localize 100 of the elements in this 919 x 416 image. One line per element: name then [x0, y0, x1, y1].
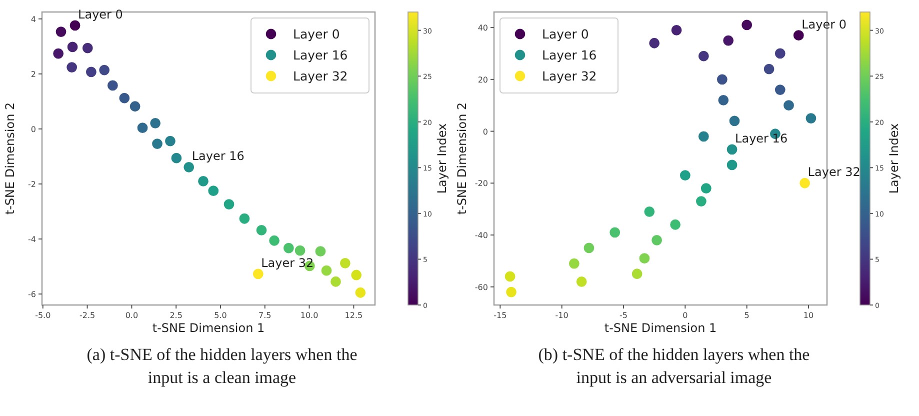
y-tick-label: 0 [30, 124, 36, 134]
point [164, 135, 176, 147]
point [568, 258, 580, 270]
point [695, 195, 707, 208]
point [726, 144, 738, 156]
y-tick-label: 20 [478, 75, 488, 84]
point [792, 30, 804, 42]
x-tick-label: -10 [555, 311, 568, 320]
point [716, 74, 728, 86]
point [679, 170, 691, 182]
point [150, 117, 162, 129]
point [223, 198, 235, 210]
point [576, 276, 588, 288]
y-axis-title: t-SNE Dimension 2 [455, 102, 469, 215]
point [129, 100, 141, 112]
x-tick-label: 5.0 [214, 311, 227, 320]
legend-label: Layer 0 [293, 26, 340, 42]
x-tick-label: 0.0 [125, 311, 138, 320]
point [726, 159, 738, 171]
point [505, 286, 518, 298]
point [354, 286, 366, 298]
x-tick-label: 0 [682, 311, 688, 320]
text: (a) t-SNE of the hidden layers when the input is a clean image [86, 345, 358, 387]
point [52, 48, 64, 60]
point [320, 264, 332, 276]
point [69, 20, 81, 32]
point [700, 182, 712, 194]
point [208, 185, 220, 197]
point [805, 112, 817, 124]
point [294, 244, 306, 256]
text: (b) t-SNE of the hidden layers when the input is an adversarial image [538, 345, 810, 387]
point [631, 268, 643, 280]
y-tick-label: -40 [474, 230, 488, 240]
point [698, 50, 710, 62]
point [136, 122, 148, 134]
y-tick-label: 40 [478, 24, 488, 33]
point [728, 115, 740, 127]
point [504, 270, 516, 282]
point [718, 94, 730, 106]
point [782, 100, 795, 112]
point [170, 152, 182, 164]
x-tick-label: 2.5 [170, 311, 182, 320]
point [609, 226, 621, 238]
x-tick-label: 7.5 [258, 311, 272, 320]
point [66, 62, 78, 74]
point [252, 268, 264, 280]
color-bar-title: Layer Index [435, 123, 449, 194]
point [330, 276, 342, 288]
point [314, 246, 326, 258]
y-tick-label: 2 [30, 70, 36, 79]
annotation: Layer 16 [192, 149, 244, 164]
point [741, 19, 753, 31]
point [651, 234, 663, 246]
point [183, 161, 195, 173]
point [82, 42, 94, 54]
point [282, 242, 294, 254]
point [238, 212, 250, 224]
point [118, 92, 130, 104]
point [774, 48, 786, 60]
point [799, 177, 811, 189]
color-bar-title: Layer Index [887, 123, 901, 194]
x-tick-label: 10 [803, 311, 814, 320]
legend-label: Layer 16 [293, 48, 348, 62]
y-axis-title: t-SNE Dimension 2 [3, 102, 17, 215]
x-tick-label: 10.0 [300, 311, 318, 320]
x-axis-title: t-SNE Dimension 1 [604, 321, 717, 335]
point [197, 175, 210, 187]
y-tick-label: -6 [28, 290, 36, 299]
point [151, 138, 164, 150]
point [670, 24, 682, 36]
point [350, 269, 362, 281]
y-tick-label: -20 [474, 179, 488, 188]
x-tick-label: -15 [494, 311, 507, 320]
annotation: Layer 0 [802, 17, 847, 32]
annotation: Layer 16 [735, 131, 788, 146]
point [55, 26, 67, 38]
legend-label: Layer 32 [293, 68, 348, 84]
point [763, 63, 775, 75]
point [85, 66, 97, 78]
point [774, 84, 786, 96]
y-tick-label: 0 [482, 127, 488, 136]
point [670, 218, 682, 230]
x-tick-label: 12.5 [344, 311, 363, 320]
legend-label: Layer 16 [542, 48, 597, 62]
x-tick-label: -2.5 [79, 311, 96, 320]
point [98, 64, 110, 76]
point [722, 34, 734, 46]
y-tick-label: -4 [28, 234, 36, 244]
x-tick-label: 5 [744, 311, 750, 320]
x-tick-label: -5 [620, 311, 628, 320]
x-axis-title: t-SNE Dimension 1 [152, 321, 265, 335]
legend-label: Layer 0 [542, 26, 589, 42]
x-tick-label: -5.0 [35, 311, 51, 320]
legend-label: Layer 32 [542, 68, 597, 84]
point [66, 41, 78, 53]
point [583, 242, 595, 254]
y-tick-label: -60 [474, 282, 488, 292]
y-tick-label: 4 [30, 14, 36, 24]
y-tick-label: -2 [28, 180, 36, 189]
point [256, 224, 268, 236]
